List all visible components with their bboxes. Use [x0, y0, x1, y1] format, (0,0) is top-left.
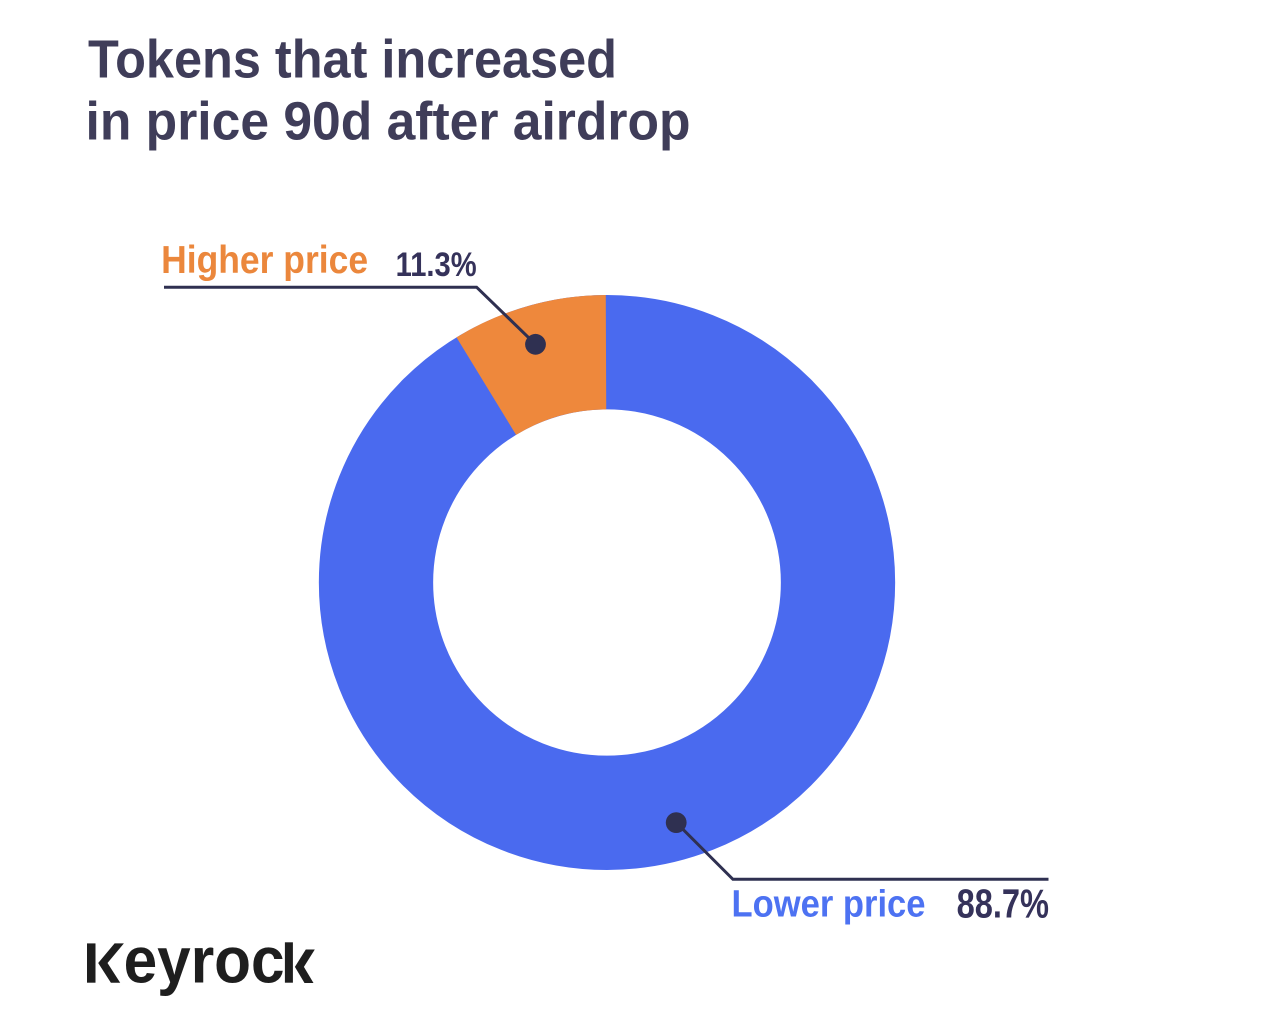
svg-text:11.3%: 11.3%	[396, 246, 477, 284]
svg-text:Tokens that increased: Tokens that increased	[88, 30, 617, 90]
svg-text:Lower price: Lower price	[732, 883, 926, 925]
svg-text:88.7%: 88.7%	[957, 880, 1049, 926]
svg-text:Higher price: Higher price	[161, 239, 368, 282]
svg-text:eyroc: eyroc	[124, 924, 285, 997]
svg-text:in price 90d after airdrop: in price 90d after airdrop	[86, 92, 691, 152]
